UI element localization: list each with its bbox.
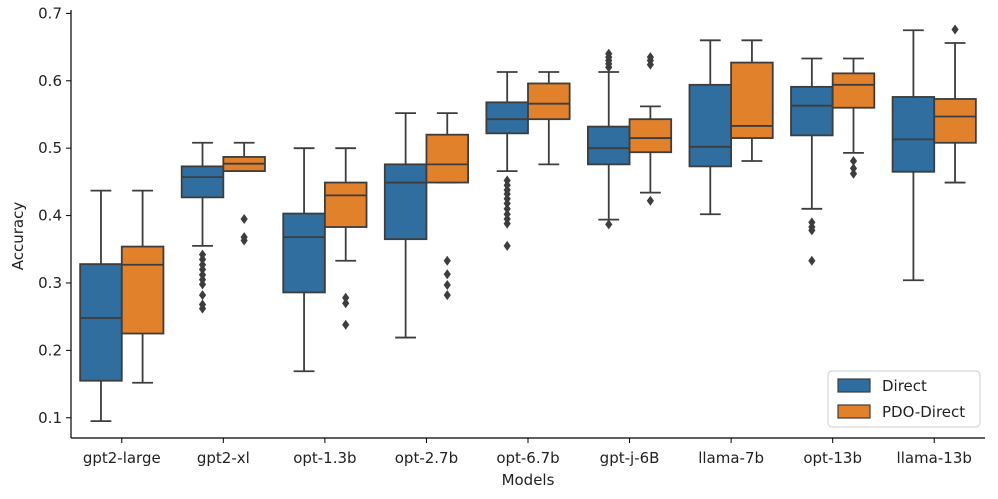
box-iqr-gpt-j-6B-direct (587, 125, 631, 166)
box-iqr-opt-6.7b-direct (485, 101, 529, 135)
box-gpt2-xl-direct (180, 141, 225, 314)
legend-swatch-pdo-direct (837, 404, 871, 419)
flier-opt-13b-pdo-direct-1 (849, 163, 858, 174)
legend-label-pdo-direct: PDO-Direct (882, 403, 965, 421)
y-tick-label-0.4: 0.4 (38, 207, 62, 225)
flier-gpt2-xl-pdo-direct-1 (240, 232, 248, 243)
box-opt-6.7b-direct (485, 71, 529, 251)
flier-opt-2.7b-pdo-direct-0 (443, 290, 451, 301)
flier-gpt2-xl-direct-2 (198, 290, 207, 301)
x-tick-label-opt-13b: opt-13b (803, 449, 862, 467)
flier-opt-2.7b-pdo-direct-3 (443, 255, 451, 266)
box-iqr-opt-6.7b-pdo-direct (527, 82, 571, 121)
box-opt-1.3b-pdo-direct (323, 147, 368, 330)
flier-opt-13b-direct-3 (808, 217, 816, 228)
legend-swatch-direct (837, 378, 871, 393)
box-gpt2-large-pdo-direct (120, 189, 165, 384)
flier-gpt-j-6B-pdo-direct-3 (646, 52, 654, 63)
x-tick-label-gpt-j-6B: gpt-j-6B (600, 449, 660, 467)
flier-opt-1.3b-pdo-direct-0 (342, 319, 350, 330)
flier-opt-6.7b-direct-10 (503, 175, 511, 186)
box-iqr-llama-7b-direct (688, 83, 733, 168)
flier-gpt2-xl-pdo-direct-2 (240, 213, 248, 224)
box-iqr-llama-13b-direct (891, 96, 936, 173)
box-opt-13b-direct (790, 57, 834, 266)
box-iqr-opt-1.3b-direct (282, 212, 326, 294)
x-tick-label-opt-2.7b: opt-2.7b (395, 449, 458, 467)
box-llama-13b-direct (891, 29, 936, 282)
flier-gpt2-xl-direct-5 (198, 269, 207, 280)
x-tick-label-gpt2-xl: gpt2-xl (197, 449, 250, 467)
flier-opt-1.3b-pdo-direct-2 (342, 292, 350, 303)
box-iqr-gpt2-large-pdo-direct (120, 245, 165, 335)
y-axis-label: Accuracy (9, 202, 27, 271)
flier-gpt-j-6B-pdo-direct-0 (646, 195, 654, 206)
box-gpt-j-6B-direct (587, 48, 631, 230)
box-gpt-j-6B-pdo-direct (628, 52, 673, 206)
y-tick-label-0.3: 0.3 (38, 274, 62, 292)
flier-gpt2-xl-direct-9 (198, 249, 207, 260)
x-tick-label-llama-7b: llama-7b (698, 449, 764, 467)
box-iqr-opt-13b-direct (790, 85, 834, 137)
box-iqr-opt-2.7b-pdo-direct (425, 133, 469, 184)
y-tick-label-0.5: 0.5 (38, 139, 62, 157)
flier-opt-13b-direct-0 (808, 255, 816, 266)
box-opt-2.7b-direct (383, 112, 428, 339)
flier-gpt2-xl-direct-7 (198, 259, 207, 270)
x-tick-label-opt-6.7b: opt-6.7b (496, 449, 559, 467)
flier-opt-6.7b-direct-4 (503, 203, 511, 214)
y-tick-label-0.1: 0.1 (38, 409, 62, 427)
plot-area (79, 24, 977, 423)
axes: 0.1 0.2 0.3 0.4 0.5 0.6 0.7 gpt2-large gpt2-xl op… (38, 4, 985, 467)
x-tick-label-gpt2-large: gpt2-large (83, 449, 161, 467)
box-iqr-gpt-j-6B-pdo-direct (628, 118, 673, 154)
flier-opt-6.7b-direct-3 (503, 209, 511, 220)
x-tick-label-llama-13b: llama-13b (897, 449, 972, 467)
box-opt-13b-pdo-direct (831, 57, 876, 179)
legend-label-direct: Direct (882, 377, 927, 395)
box-opt-6.7b-pdo-direct (527, 71, 571, 166)
box-opt-2.7b-pdo-direct (425, 112, 469, 301)
flier-gpt-j-6B-direct-5 (605, 48, 613, 59)
box-iqr-opt-2.7b-direct (383, 163, 428, 241)
y-tick-label-0.7: 0.7 (38, 4, 62, 22)
box-gpt2-large-direct (79, 189, 123, 423)
flier-opt-2.7b-pdo-direct-2 (443, 269, 451, 280)
box-iqr-opt-1.3b-pdo-direct (323, 181, 368, 228)
flier-llama-13b-pdo-direct-0 (951, 24, 959, 35)
flier-opt-13b-pdo-direct-0 (849, 168, 858, 179)
x-axis-label: Models (502, 471, 555, 489)
box-llama-13b-pdo-direct (933, 24, 977, 184)
flier-opt-6.7b-direct-0 (503, 240, 511, 251)
flier-opt-2.7b-pdo-direct-1 (443, 279, 451, 290)
box-gpt2-xl-pdo-direct (222, 141, 266, 246)
y-tick-label-0.6: 0.6 (38, 72, 62, 90)
box-iqr-llama-13b-pdo-direct (933, 98, 977, 144)
box-llama-7b-pdo-direct (730, 39, 774, 162)
box-iqr-opt-13b-pdo-direct (831, 72, 876, 109)
flier-opt-1.3b-pdo-direct-1 (342, 298, 350, 309)
y-tick-label-0.2: 0.2 (38, 341, 62, 359)
box-opt-1.3b-direct (282, 147, 326, 373)
box-iqr-gpt2-xl-direct (180, 165, 225, 199)
box-llama-7b-direct (688, 39, 733, 216)
flier-opt-13b-pdo-direct-2 (849, 155, 858, 166)
x-tick-label-opt-1.3b: opt-1.3b (293, 449, 356, 467)
flier-gpt-j-6B-direct-0 (605, 219, 613, 230)
flier-gpt2-xl-direct-1 (198, 299, 207, 310)
box-iqr-gpt2-large-direct (79, 263, 123, 382)
legend: Direct PDO-Direct (827, 370, 981, 428)
